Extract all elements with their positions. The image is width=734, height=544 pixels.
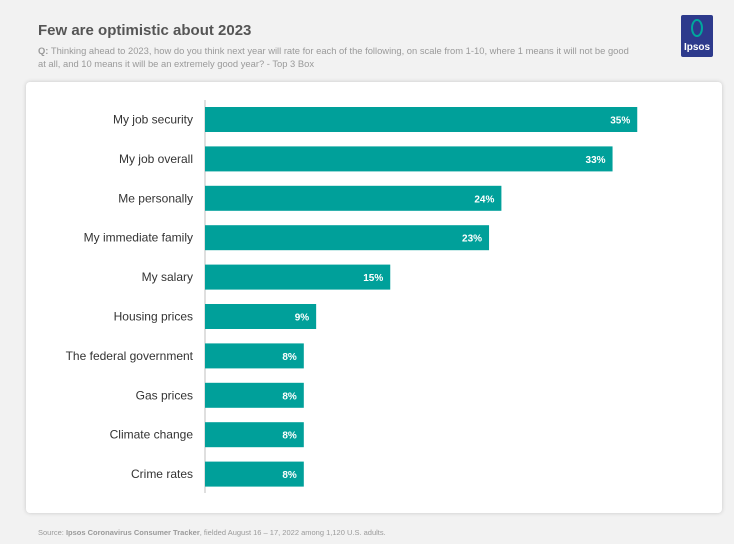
logo-mark-icon [691, 19, 703, 37]
bar-value-label: 24% [474, 194, 494, 205]
bar [205, 107, 638, 132]
bar-value-label: 33% [586, 155, 606, 166]
bar-value-label: 8% [282, 431, 297, 442]
source-prefix: Source: [38, 528, 64, 537]
category-label: My job overall [119, 152, 193, 166]
source-name: Ipsos Coronavirus Consumer Tracker [65, 528, 200, 537]
chart-card: My job security 35% My job overall 33% Me pe… [26, 82, 722, 513]
category-label: The federal government [66, 349, 194, 363]
category-label: Housing prices [114, 310, 193, 324]
category-label: Crime rates [131, 467, 193, 481]
bar [205, 185, 502, 211]
logo-text: Ipsos [683, 42, 711, 53]
bar-value-label: 23% [462, 234, 482, 245]
bar [205, 264, 391, 290]
bar-value-label: 8% [282, 470, 297, 481]
question-body: Thinking ahead to 2023, how do you think… [38, 45, 629, 69]
category-label: Climate change [110, 428, 194, 442]
ipsos-logo: Ipsos [681, 15, 713, 57]
question-prefix: Q: [38, 45, 49, 56]
category-label: Me personally [118, 191, 193, 205]
bar [205, 304, 317, 329]
bar [205, 461, 304, 487]
category-label: My immediate family [84, 231, 193, 245]
bar-value-label: 15% [363, 273, 383, 284]
bar [205, 225, 490, 251]
category-label: My salary [142, 270, 193, 284]
category-label: Gas prices [136, 388, 193, 402]
bar [205, 382, 304, 408]
bar [205, 422, 304, 448]
bar [205, 146, 613, 172]
bar-value-label: 8% [282, 352, 297, 363]
bar [205, 343, 304, 369]
bar-value-label: 9% [295, 313, 310, 324]
bar-value-label: 8% [282, 391, 297, 402]
question-text: Q: Thinking ahead to 2023, how do you th… [38, 44, 638, 70]
bar-value-label: 35% [610, 116, 630, 127]
source-details: , fielded August 16 – 17, 2022 among 1,1… [199, 528, 386, 537]
page-title: Few are optimistic about 2023 [38, 22, 252, 39]
source-note: Source: Ipsos Coronavirus Consumer Track… [38, 528, 386, 537]
category-label: My job security [113, 113, 193, 127]
bar-chart: My job security 35% My job overall 33% Me pe… [66, 100, 638, 493]
